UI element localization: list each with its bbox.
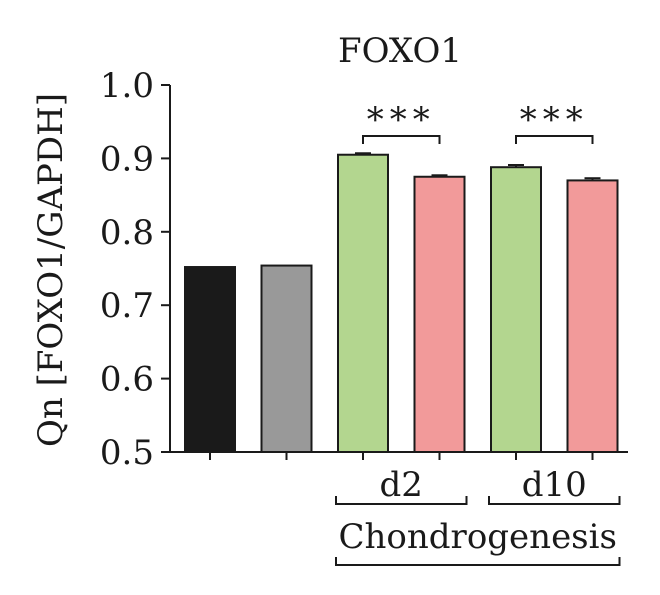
group-label: d10 bbox=[522, 465, 587, 505]
annotations: *** *** d2 d10 Chondrogenesis bbox=[335, 100, 621, 566]
bar bbox=[413, 175, 466, 453]
supergroup-label: Chondrogenesis bbox=[339, 517, 617, 557]
bars bbox=[184, 152, 619, 454]
y-tick-label: 0.8 bbox=[100, 213, 154, 253]
significance-label: *** bbox=[367, 100, 436, 140]
y-tick-label: 0.5 bbox=[100, 433, 154, 473]
bar bbox=[184, 266, 236, 454]
group-bracket bbox=[488, 496, 621, 505]
y-tick-label: 1.0 bbox=[100, 66, 154, 106]
y-tick-label: 0.7 bbox=[100, 286, 154, 326]
chart-title: FOXO1 bbox=[338, 31, 462, 71]
bar bbox=[566, 179, 619, 453]
y-axis-label: Qn [FOXO1/GAPDH] bbox=[31, 93, 71, 447]
axes: 0.5 0.6 0.7 0.8 0.9 1.0 bbox=[100, 66, 628, 473]
supergroup-bracket bbox=[335, 557, 621, 566]
significance-label: *** bbox=[520, 100, 589, 140]
bar bbox=[260, 264, 313, 453]
y-tick-label: 0.9 bbox=[100, 139, 154, 179]
y-tick-label: 0.6 bbox=[100, 360, 154, 400]
bar bbox=[337, 153, 389, 453]
group-bracket bbox=[335, 496, 468, 505]
significance-bracket bbox=[515, 135, 594, 144]
group-label: d2 bbox=[380, 465, 423, 505]
significance-bracket bbox=[362, 135, 441, 144]
bar bbox=[490, 166, 542, 453]
